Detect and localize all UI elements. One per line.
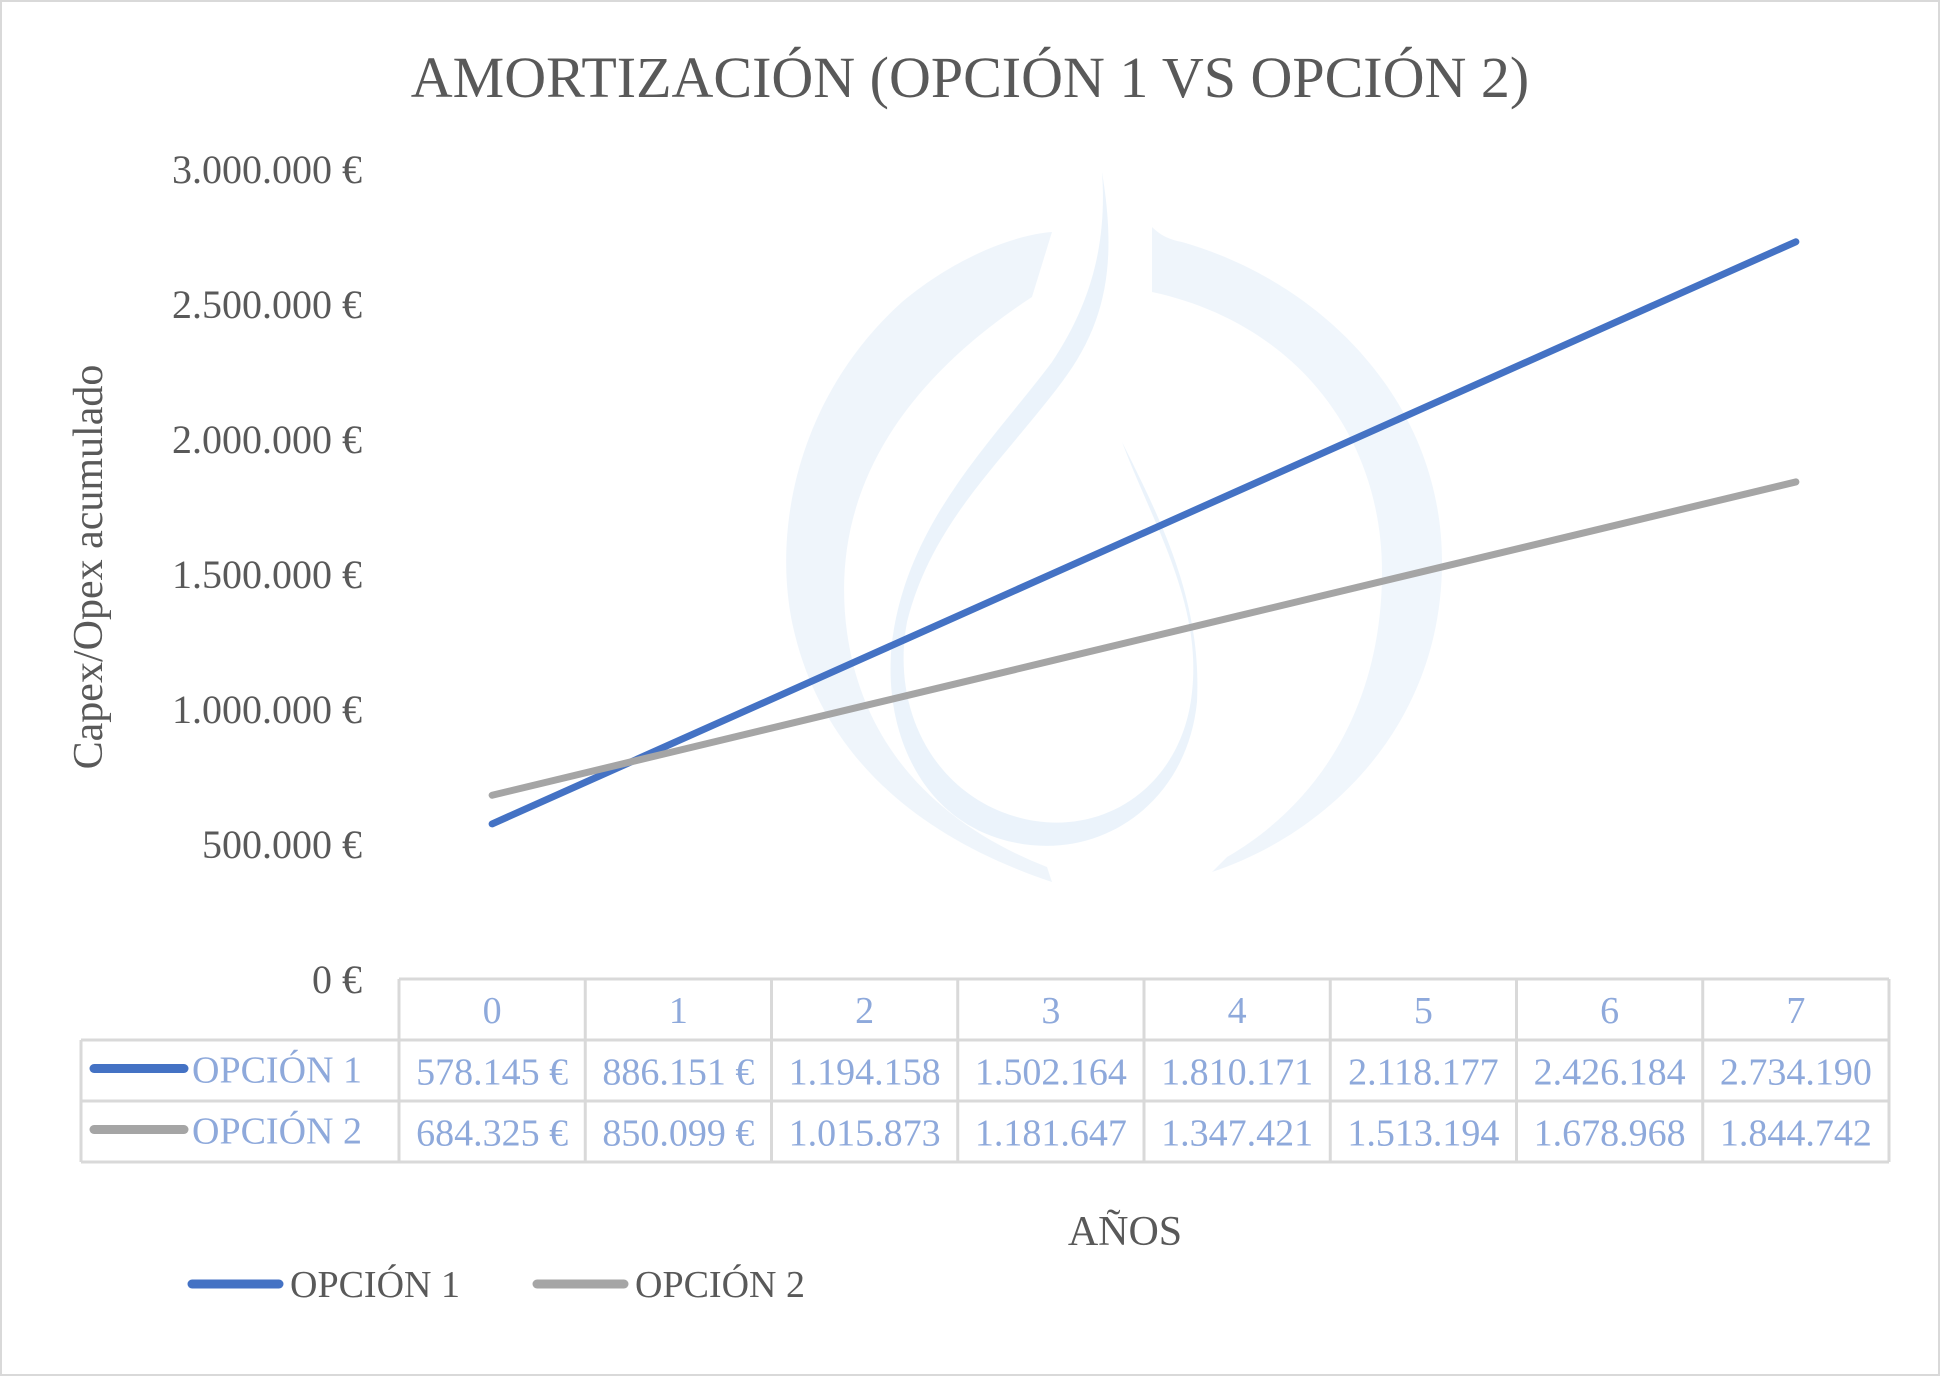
legend-label: OPCIÓN 2 [635, 1264, 805, 1306]
legend-label: OPCIÓN 1 [290, 1264, 460, 1306]
x-axis-label: AÑOS [1068, 1209, 1182, 1255]
data-label: 684.325 € [416, 1113, 568, 1155]
y-tick-label: 1.500.000 € [172, 552, 362, 597]
y-tick-label: 3.000.000 € [172, 147, 362, 192]
data-label: 1.502.164 [975, 1052, 1127, 1094]
series-line-1 [488, 238, 1800, 828]
table-series-name: OPCIÓN 1 [192, 1050, 362, 1092]
data-label: 886.151 € [602, 1052, 754, 1094]
data-label: 1.513.194 [1347, 1113, 1499, 1155]
x-tick-label: 1 [669, 990, 688, 1032]
data-label: 1.194.158 [789, 1052, 941, 1094]
data-label: 2.426.184 [1534, 1052, 1686, 1094]
x-tick-label: 6 [1600, 990, 1619, 1032]
y-tick-label: 1.000.000 € [172, 687, 362, 732]
data-label: 1.844.742 [1720, 1113, 1872, 1155]
x-tick-label: 5 [1414, 990, 1433, 1032]
data-label: 578.145 € [416, 1052, 568, 1094]
x-tick-label: 7 [1786, 990, 1805, 1032]
x-tick-label: 2 [855, 990, 874, 1032]
data-label: 1.015.873 [789, 1113, 941, 1155]
x-tick-label: 3 [1041, 990, 1060, 1032]
series-line-2 [488, 478, 1800, 799]
y-tick-label: 0 € [312, 957, 362, 1002]
data-label: 1.347.421 [1161, 1113, 1313, 1155]
y-tick-label: 2.000.000 € [172, 417, 362, 462]
data-label: 1.810.171 [1161, 1052, 1313, 1094]
data-label: 2.734.190 [1720, 1052, 1872, 1094]
data-label: 1.678.968 [1534, 1113, 1686, 1155]
data-label: 850.099 € [602, 1113, 754, 1155]
series-lines [488, 238, 1800, 828]
y-axis-label: Capex/Opex acumulado [66, 365, 112, 770]
chart-title: AMORTIZACIÓN (OPCIÓN 1 VS OPCIÓN 2) [411, 45, 1529, 110]
y-tick-label: 500.000 € [202, 822, 362, 867]
data-table: 0 1 2 3 4 5 6 7 OPCIÓN 1 578.145 € 886.151 € 1.194.… [79, 977, 1891, 1164]
x-tick-label: 4 [1228, 990, 1247, 1032]
data-label: 1.181.647 [975, 1113, 1127, 1155]
x-tick-label: 0 [483, 990, 502, 1032]
data-label: 2.118.177 [1348, 1052, 1499, 1094]
y-tick-label: 2.500.000 € [172, 282, 362, 327]
water-drop-logo-icon [786, 172, 1442, 882]
legend: OPCIÓN 1 OPCIÓN 2 [187, 1264, 805, 1306]
table-series-name: OPCIÓN 2 [192, 1111, 362, 1153]
y-axis-ticks: 0 € 500.000 € 1.000.000 € 1.500.000 € 2.000.… [172, 147, 362, 1002]
